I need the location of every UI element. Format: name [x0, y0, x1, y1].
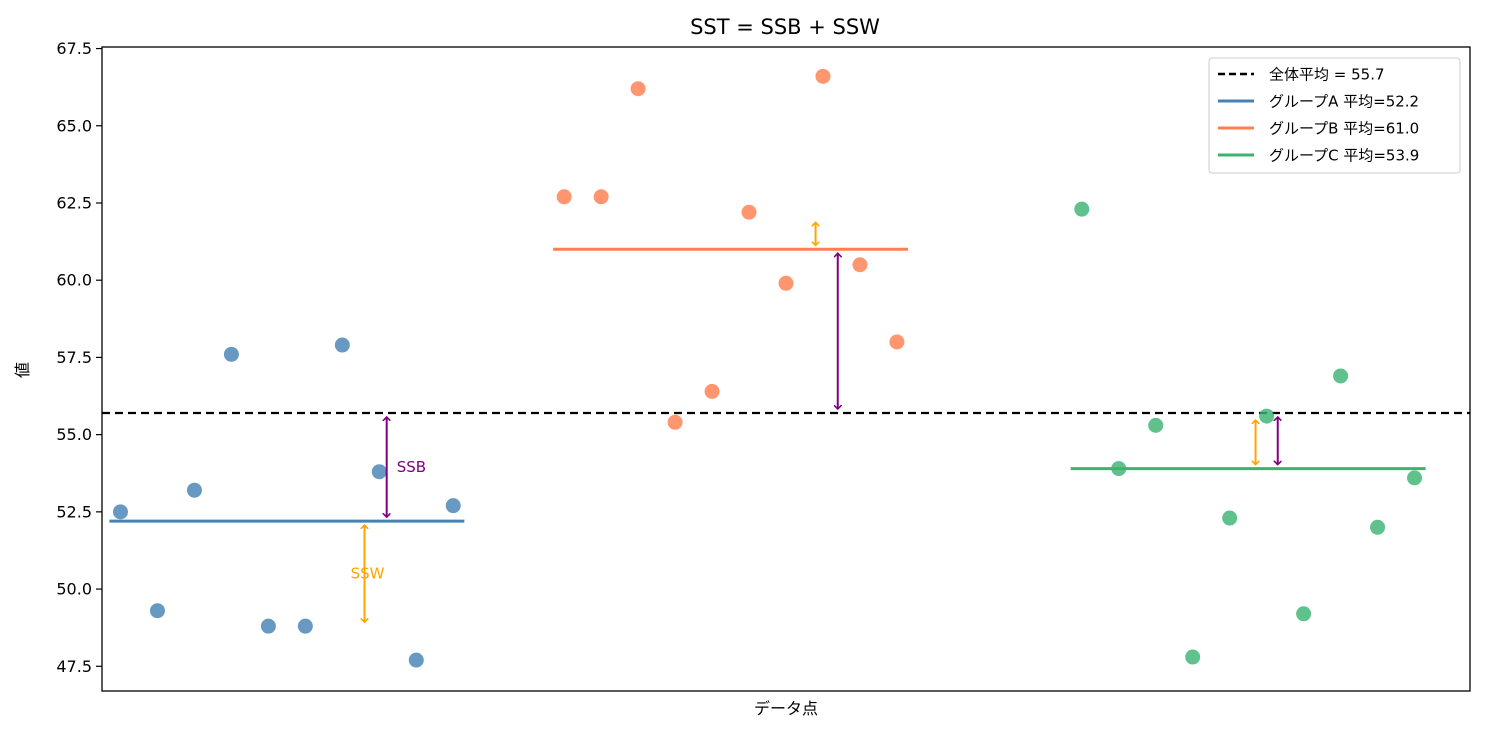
legend-label: グループC 平均=53.9: [1269, 147, 1419, 165]
ssw-label: SSW: [351, 565, 385, 583]
data-point: [1407, 470, 1423, 486]
data-point: [815, 68, 831, 84]
data-point: [297, 618, 313, 634]
data-point: [260, 618, 276, 634]
data-point: [667, 414, 683, 430]
data-point: [1259, 408, 1275, 424]
x-axis-label: データ点: [754, 699, 818, 718]
data-point: [1074, 201, 1090, 217]
data-point: [1222, 510, 1238, 526]
plot-area: SSB SSW: [102, 68, 1470, 668]
y-tick-label: 50.0: [56, 580, 92, 599]
y-tick-label: 47.5: [56, 657, 92, 676]
data-point: [149, 603, 165, 619]
y-axis-label: 値: [13, 362, 32, 378]
legend: 全体平均 = 55.7 グループA 平均=52.2 グループB 平均=61.0 グルー…: [1208, 57, 1461, 174]
data-point: [852, 257, 868, 273]
data-point: [1333, 368, 1349, 384]
data-point: [112, 504, 128, 520]
data-point: [741, 204, 757, 220]
y-tick-label: 55.0: [56, 425, 92, 444]
ssb-label: SSB: [397, 458, 426, 476]
data-point: [445, 498, 461, 514]
y-tick-label: 67.5: [56, 39, 92, 58]
legend-label: 全体平均 = 55.7: [1269, 66, 1385, 84]
data-point: [630, 81, 646, 97]
legend-label: グループB 平均=61.0: [1269, 120, 1419, 138]
legend-box: [1208, 57, 1461, 174]
y-tick-label: 65.0: [56, 116, 92, 135]
data-point: [371, 464, 387, 480]
data-point: [1148, 417, 1164, 433]
data-point: [593, 189, 609, 205]
data-point: [556, 189, 572, 205]
y-tick-label: 57.5: [56, 348, 92, 367]
data-point: [186, 482, 202, 498]
data-point: [408, 652, 424, 668]
data-point: [1370, 519, 1386, 535]
y-tick-label: 62.5: [56, 193, 92, 212]
plot-frame: [101, 46, 1471, 692]
legend-label: グループA 平均=52.2: [1269, 93, 1419, 111]
data-point: [1296, 606, 1312, 622]
data-point: [1111, 461, 1127, 477]
y-tick-label: 52.5: [56, 502, 92, 521]
data-point: [223, 346, 239, 362]
axes: 47.5 50.0 52.5 55.0 57.5 60.0 62.5 65.0 67.5: [56, 39, 1471, 692]
data-point: [1185, 649, 1201, 665]
y-tick-label: 60.0: [56, 271, 92, 290]
data-point: [778, 275, 794, 291]
data-point: [889, 334, 905, 350]
chart-title: SST = SSB + SSW: [690, 15, 880, 39]
data-point: [704, 383, 720, 399]
data-point: [334, 337, 350, 353]
